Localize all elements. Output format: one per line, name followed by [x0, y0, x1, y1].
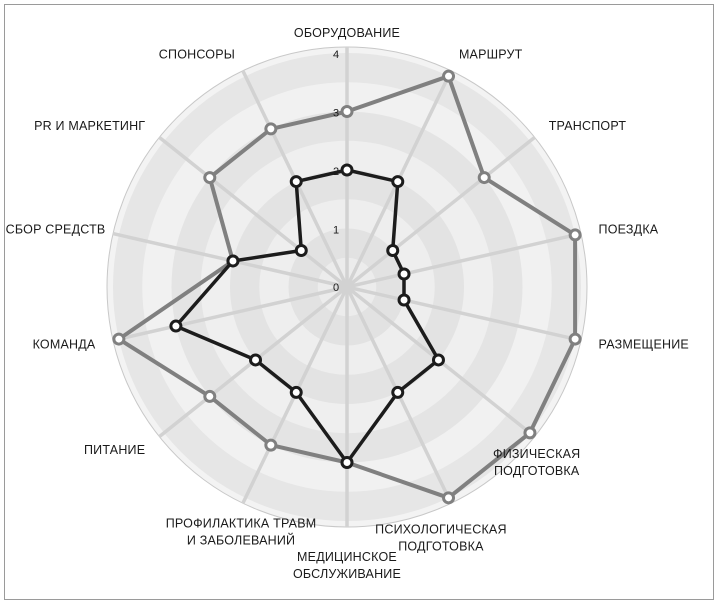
axis-label: ПОЕЗДКА [599, 223, 659, 237]
axis-label: ФИЗИЧЕСКАЯ ПОДГОТОВКА [493, 447, 580, 478]
data-point [397, 267, 411, 281]
axis-label-line: ПОДГОТОВКА [398, 539, 484, 553]
axis-label-line: И ЗАБОЛЕВАНИЙ [187, 532, 295, 547]
data-point [340, 456, 354, 469]
axis-label: ПИТАНИЕ [84, 443, 145, 457]
axis-label: PR И МАРКЕТИНГ [34, 119, 145, 133]
axis-label-line: PR И МАРКЕТИНГ [34, 119, 145, 133]
axis-label: КОМАНДА [33, 337, 96, 351]
axis-label: ПРОФИЛАКТИКА ТРАВМ И ЗАБОЛЕВАНИЙ [166, 516, 317, 547]
axis-label: МАРШРУТ [459, 48, 523, 62]
axis-label-line: МАРШРУТ [459, 48, 523, 62]
data-point [442, 491, 456, 505]
data-point [289, 385, 303, 399]
radar-chart: 0 1 2 3 4 ОБОРУДОВАНИЕ МАРШРУТ ТРАНСПОРТ ПОЕЗДК… [6, 26, 689, 581]
axis-spoke [346, 285, 582, 343]
data-point [294, 244, 308, 258]
axis-label-line: ОБОРУДОВАНИЕ [294, 26, 400, 40]
tick-label: 1 [333, 225, 339, 237]
data-point [386, 244, 400, 258]
axis-label-line: ПРОФИЛАКТИКА ТРАВМ [166, 516, 317, 530]
data-point [203, 389, 217, 403]
axis-label-line: РАЗМЕЩЕНИЕ [599, 337, 689, 351]
axis-label-line: ПОДГОТОВКА [494, 464, 580, 478]
axis-label-line: КОМАНДА [33, 337, 96, 351]
data-point [477, 171, 491, 185]
axis-label: РАЗМЕЩЕНИЕ [599, 337, 689, 351]
data-point [289, 175, 303, 189]
data-point [391, 175, 405, 189]
axis-label-line: ТРАНСПОРТ [549, 119, 627, 133]
axis-label: СБОР СРЕДСТВ [6, 223, 106, 237]
axis-label: ПСИХОЛОГИЧЕСКАЯ ПОДГОТОВКА [375, 522, 507, 553]
tick-label: 0 [333, 282, 339, 294]
axis-label-line: ОБСЛУЖИВАНИЕ [293, 567, 401, 581]
data-point [112, 332, 126, 346]
axis-label-line: ПИТАНИЕ [84, 443, 145, 457]
axis-spoke [158, 135, 349, 289]
tick-label: 4 [333, 49, 339, 61]
axis-labels: ОБОРУДОВАНИЕ МАРШРУТ ТРАНСПОРТ ПОЕЗДКА РАЗМЕ… [6, 26, 689, 581]
data-point [568, 332, 582, 346]
axis-label-line: СПОНСОРЫ [159, 48, 235, 62]
axis-spoke [112, 285, 348, 343]
chart-frame: 0 1 2 3 4 ОБОРУДОВАНИЕ МАРШРУТ ТРАНСПОРТ ПОЕЗДК… [4, 4, 714, 600]
data-point [442, 69, 456, 83]
data-point [203, 171, 217, 185]
axis-spoke [345, 135, 536, 289]
data-point [523, 426, 537, 440]
data-point [226, 254, 240, 268]
data-point [249, 353, 263, 367]
axis-label-line: МЕДИЦИНСКОЕ [297, 550, 397, 564]
axis-label: ТРАНСПОРТ [549, 119, 627, 133]
data-point [397, 293, 411, 307]
tick-label: 3 [333, 108, 339, 120]
data-point [169, 319, 183, 333]
axis-label: СПОНСОРЫ [159, 48, 235, 62]
axis-spoke [346, 231, 582, 289]
axis-label: МЕДИЦИНСКОЕ ОБСЛУЖИВАНИЕ [293, 550, 401, 581]
data-point [568, 228, 582, 242]
data-point [340, 163, 354, 177]
tick-label: 2 [333, 166, 339, 178]
series-layer [112, 69, 582, 505]
tick-labels: 0 1 2 3 4 [333, 49, 339, 294]
data-point [264, 122, 278, 136]
axis-label-line: СБОР СРЕДСТВ [6, 223, 106, 237]
axis-label-line: ПСИХОЛОГИЧЕСКАЯ [375, 522, 507, 536]
data-point [431, 353, 445, 367]
axis-label-line: ПОЕЗДКА [599, 223, 659, 237]
data-point [264, 438, 278, 452]
axis-label: ОБОРУДОВАНИЕ [294, 26, 400, 40]
axis-label-line: ФИЗИЧЕСКАЯ [493, 447, 580, 461]
data-point [340, 105, 354, 118]
data-point [391, 385, 405, 399]
